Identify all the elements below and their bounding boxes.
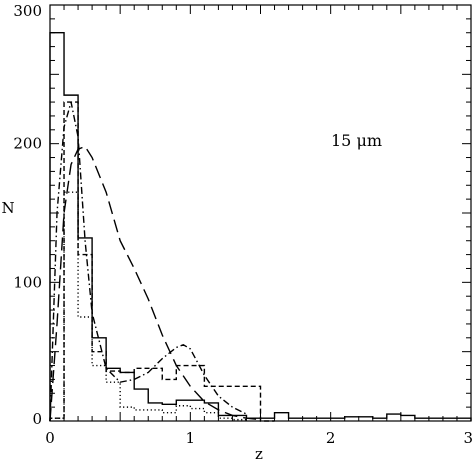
wavelength-annotation: 15 μm — [331, 131, 382, 150]
y-tick-label: 0 — [32, 410, 42, 428]
x-tick-label: 3 — [463, 429, 473, 447]
x-tick-label: 0 — [45, 429, 55, 447]
y-axis-label: N — [1, 199, 14, 217]
solid-histogram-series — [49, 32, 472, 421]
tick-label-group: 0 1 2 3 0 100 200 300 — [13, 2, 473, 447]
plot-frame — [49, 4, 472, 422]
tick-group — [49, 4, 472, 422]
x-tick-label: 1 — [186, 429, 196, 447]
long-dashed-series — [49, 145, 261, 422]
y-tick-label: 300 — [13, 2, 42, 20]
y-tick-label: 100 — [13, 273, 42, 291]
series-group — [49, 32, 472, 422]
x-axis-label: z — [255, 445, 263, 459]
y-tick-label: 200 — [13, 135, 42, 153]
short-dashed-histogram-series — [49, 101, 275, 422]
dotted-histogram-series — [49, 191, 248, 421]
x-tick-label: 2 — [326, 429, 336, 447]
dash-dot-series — [49, 101, 247, 422]
